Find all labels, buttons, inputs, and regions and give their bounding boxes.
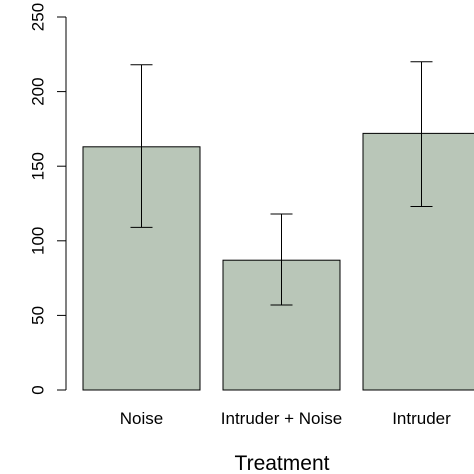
y-tick-label-1: 50	[28, 306, 47, 325]
x-tick-label-2: Intruder	[392, 409, 451, 428]
x-tick-label-1: Intruder + Noise	[221, 409, 342, 428]
y-tick-label-0: 0	[28, 385, 47, 394]
x-tick-label-0: Noise	[120, 409, 163, 428]
x-axis-title: Treatment	[235, 452, 330, 474]
bar-2	[362, 132, 474, 391]
y-axis: 0 50 100 150 200 250	[28, 3, 67, 395]
y-tick-label-5: 250	[28, 3, 47, 31]
x-axis-labels: Noise Intruder + Noise Intruder	[120, 409, 451, 428]
y-tick-label-4: 200	[28, 77, 47, 105]
error-bars	[130, 61, 433, 306]
y-tick-label-2: 100	[28, 227, 47, 255]
y-tick-label-3: 150	[28, 152, 47, 180]
